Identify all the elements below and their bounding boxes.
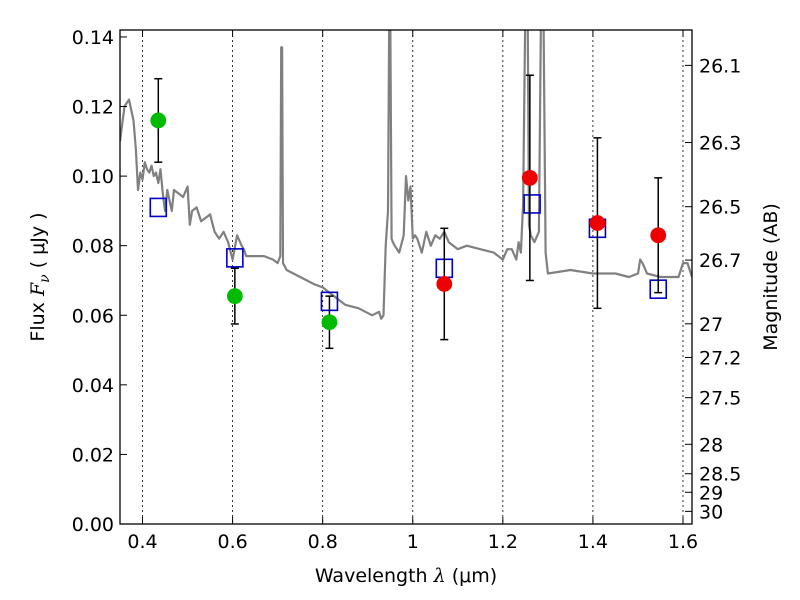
y2-tick-label: 28.5 [699,464,741,486]
y2-tick-label: 29 [699,482,723,504]
x-tick-label: 1 [407,531,419,553]
nir-marker [589,215,606,231]
y2-tick-label: 26.7 [699,250,741,272]
y2-tick-label: 27 [699,314,723,336]
nir-marker [436,276,453,292]
y2-tick-label: 30 [699,501,723,523]
axes-frame [119,29,693,525]
model-marker [226,248,244,268]
optical-marker [226,288,243,305]
x-tick-label: 1.6 [668,531,698,553]
y-axis-title: Flux Fν ( μJy ) [27,212,53,341]
grid-lines [142,30,684,524]
x-tick-label: 0.4 [127,531,157,553]
y2-tick-label: 26.1 [699,55,741,77]
x-tick-label: 0.8 [308,531,338,553]
x-tick-label: 0.6 [217,531,247,553]
y-tick-label: 0.04 [72,375,114,397]
optical-marker [150,112,167,129]
y-tick-label: 0.12 [72,97,114,119]
x-tick-label: 1.4 [578,531,608,553]
y2-tick-label: 27.2 [699,347,741,369]
y-tick-label: 0.00 [72,514,114,536]
optical-marker [321,314,338,331]
spectrum-line [120,30,692,320]
x-axis-title: Wavelength λ (μm) [315,565,497,587]
nir-marker [521,169,538,186]
plot-area [120,30,692,350]
y-tick-label: 0.06 [72,305,114,327]
x-tick-label: 1.2 [488,531,518,553]
right-axis-title: Magnitude (AB) [760,203,782,351]
y2-tick-label: 26.3 [699,133,741,155]
y-tick-label: 0.08 [72,236,114,258]
nir-marker [650,227,667,244]
y2-tick-label: 27.5 [699,388,741,410]
model-marker [149,197,168,218]
y-tick-label: 0.14 [72,27,114,49]
y-tick-label: 0.10 [72,166,114,188]
y2-tick-label: 28 [699,434,723,456]
model-marker [523,194,541,214]
axis-ticks: 0.4 0.6 0.8 1 1.2 1.4 1.6 0.00 0.02 0.04 0.06 0.08 0… [72,27,742,553]
y2-tick-label: 26.5 [699,197,741,219]
y-tick-label: 0.02 [72,444,114,466]
